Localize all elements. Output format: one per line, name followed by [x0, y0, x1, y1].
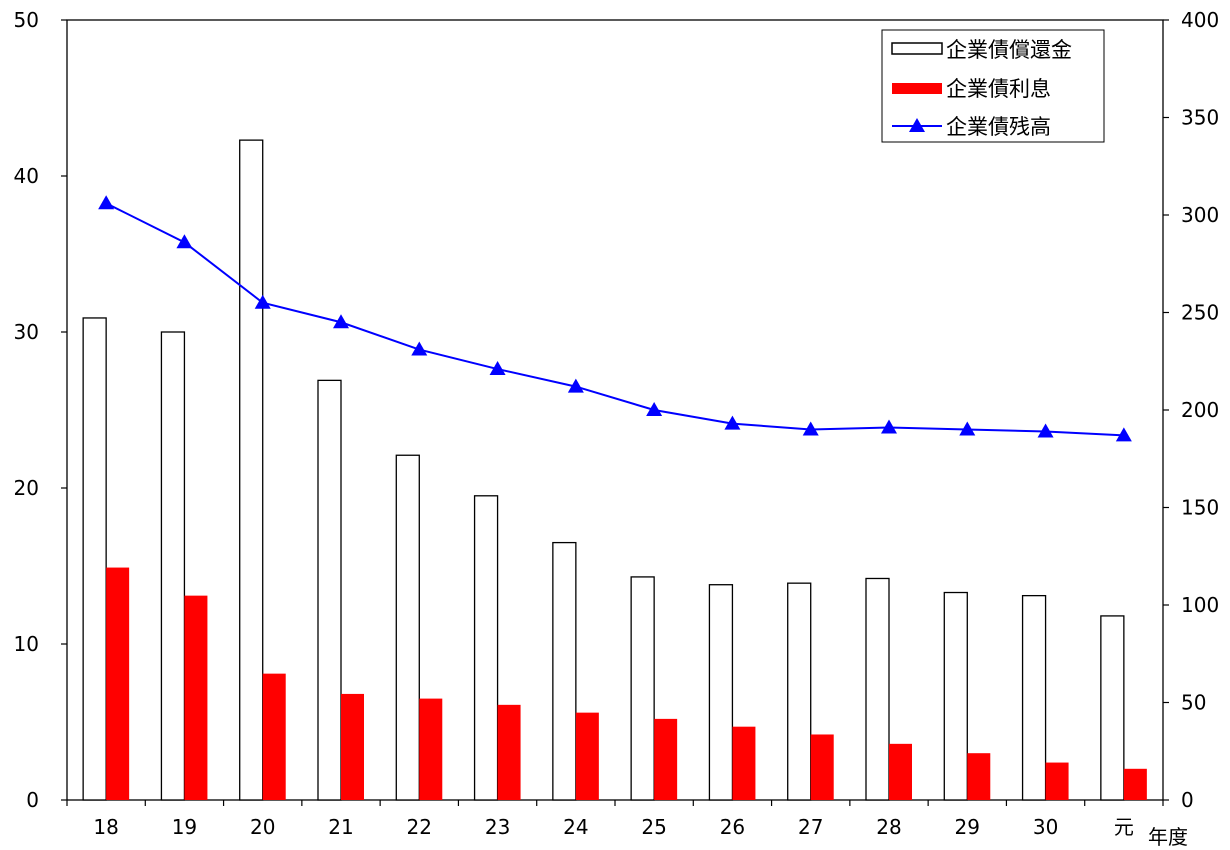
legend-swatch-balance-marker [909, 118, 925, 132]
bar-repayment [552, 541, 577, 801]
bar-interest [497, 704, 521, 800]
bar-repayment [317, 379, 342, 801]
balance-point-marker [489, 361, 506, 376]
right-axis-tick-label: 400 [1181, 8, 1219, 32]
bar-interest [889, 743, 912, 800]
line-balance [105, 202, 1124, 437]
x-axis-tick-label: 24 [563, 815, 588, 839]
bar-repayment [239, 139, 264, 801]
bar-interest [1123, 768, 1147, 800]
left-axis-tick-label: 30 [14, 320, 39, 344]
balance-point-marker [411, 341, 428, 356]
balance-point-marker [176, 234, 193, 249]
x-axis-tick-label: 20 [250, 815, 275, 839]
balance-point-marker [724, 415, 741, 430]
x-axis-title: 年度 [1148, 825, 1188, 849]
axes-layer [61, 19, 1169, 806]
balance-point-marker [567, 378, 584, 393]
x-axis-tick-label: 27 [798, 815, 823, 839]
balance-point-marker [959, 421, 976, 436]
legend-swatch-interest [892, 83, 942, 94]
balance-point-marker [1115, 427, 1132, 442]
right-axis-tick-label: 200 [1181, 398, 1219, 422]
right-axis-tick-label: 300 [1181, 203, 1219, 227]
bars-layer [82, 139, 1147, 801]
x-axis-tick-label: 26 [720, 815, 745, 839]
right-axis-tick-label: 250 [1181, 301, 1219, 325]
x-axis-tick-label: 19 [172, 815, 197, 839]
right-axis-tick-label: 150 [1181, 496, 1219, 520]
left-axis-tick-label: 0 [26, 788, 39, 812]
x-axis-tick-label: 18 [93, 815, 118, 839]
bar-interest [575, 712, 599, 800]
balance-point-marker [254, 294, 271, 309]
x-axis-tick-label: 29 [955, 815, 980, 839]
bar-repayment [865, 577, 890, 801]
balance-point-marker [98, 195, 115, 210]
bar-interest [106, 567, 130, 800]
bar-interest [419, 698, 443, 800]
bar-repayment [943, 591, 968, 801]
x-axis-tick-label: 25 [641, 815, 666, 839]
right-axis-tick-label: 50 [1181, 691, 1206, 715]
bar-interest [732, 726, 756, 800]
bar-repayment [160, 331, 186, 801]
line-layer [98, 195, 1132, 442]
bar-repayment [708, 584, 734, 801]
left-axis-tick-label: 20 [14, 476, 39, 500]
bar-interest [1045, 762, 1069, 800]
bar-interest [262, 673, 286, 800]
bar-interest [654, 718, 678, 800]
bar-repayment [395, 454, 420, 801]
x-axis-tick-label: 30 [1033, 815, 1058, 839]
balance-point-marker [881, 419, 897, 434]
labels-layer: 0 10 20 30 40 50 0 50 100 150 200 250 300 350 400 18 19 2… [14, 8, 1220, 849]
x-axis-tick-label: 22 [407, 815, 432, 839]
bar-repayment [82, 317, 107, 801]
bar-interest [967, 753, 991, 800]
x-axis-tick-label: 28 [876, 815, 901, 839]
balance-point-marker [646, 402, 663, 416]
bar-repayment [787, 582, 812, 801]
right-axis-tick-label: 350 [1181, 106, 1219, 130]
x-axis-tick-label: 23 [485, 815, 510, 839]
balance-point-marker [802, 421, 819, 436]
left-axis-tick-label: 50 [14, 8, 39, 32]
bar-interest [184, 595, 208, 800]
x-axis-tick-label: 21 [328, 815, 353, 839]
bar-repayment [1100, 615, 1125, 801]
balance-point-marker [1037, 423, 1054, 438]
legend-label-repayment: 企業債償還金 [946, 38, 1072, 62]
bar-interest [810, 734, 834, 800]
x-axis-tick-label: 元 [1114, 815, 1134, 839]
bar-repayment [473, 495, 499, 801]
legend-swatch-repayment [891, 42, 943, 55]
right-axis-tick-label: 100 [1181, 593, 1219, 617]
legend-label-interest: 企業債利息 [946, 77, 1051, 101]
right-axis-tick-label: 0 [1181, 788, 1194, 812]
bar-interest [341, 693, 364, 800]
bar-repayment [630, 576, 655, 801]
left-axis-tick-label: 40 [14, 164, 39, 188]
balance-point-marker [333, 314, 349, 329]
left-axis-tick-label: 10 [14, 632, 39, 656]
bar-repayment [1021, 594, 1047, 801]
legend-label-balance: 企業債残高 [946, 115, 1051, 139]
